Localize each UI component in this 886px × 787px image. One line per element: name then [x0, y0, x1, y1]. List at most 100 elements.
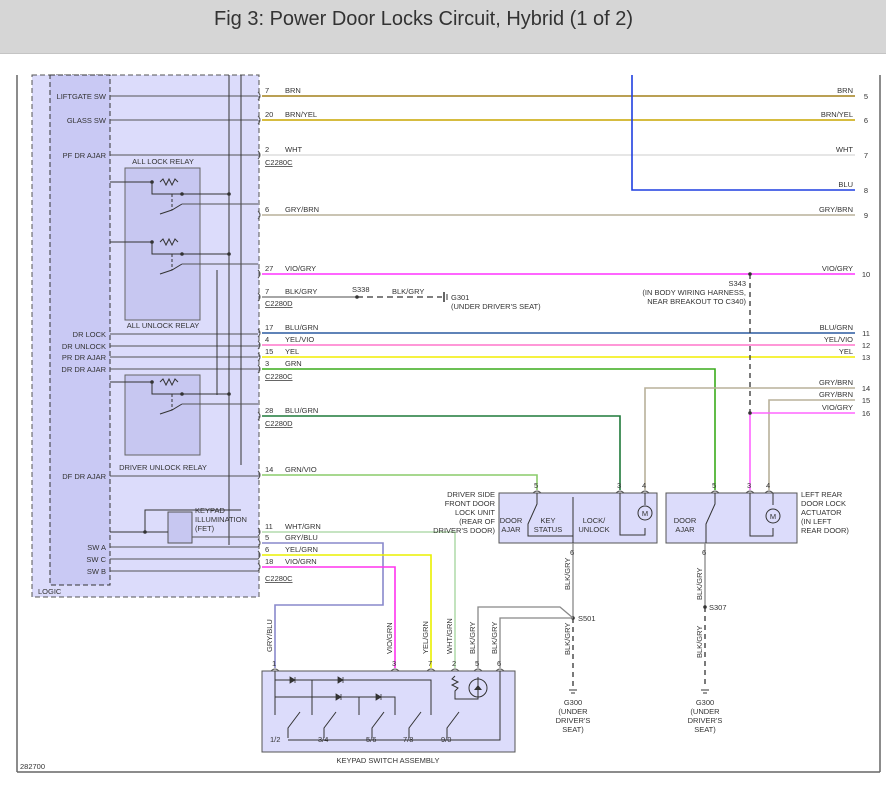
connector-terminal-icon [257, 364, 261, 374]
splice-dot [150, 240, 154, 244]
motor-label: M [770, 512, 776, 521]
wire-endpoint-number: 5 [864, 92, 868, 101]
splice-dot [227, 252, 231, 256]
all-lock-relay-switch-icon [159, 203, 183, 215]
module-input-label: SW A [87, 543, 106, 552]
pin-number: 1 [272, 659, 276, 668]
connector-label: C2280C [265, 372, 293, 381]
relay-label: DRIVER UNLOCK RELAY [119, 463, 207, 472]
logic-box [49, 74, 111, 586]
connector-terminal-icon [473, 668, 483, 672]
wire-grn-vio [262, 474, 538, 490]
pin-number: 27 [265, 264, 273, 273]
connector-label: C2280C [265, 574, 293, 583]
ground-g300-label: SEAT) [694, 725, 716, 734]
wire-gry-blu [262, 542, 384, 668]
all-lock-relay-box [124, 167, 201, 321]
figure-header: Fig 3: Power Door Locks Circuit, Hybrid … [0, 0, 886, 54]
figure-code-label: 282700 [20, 762, 45, 771]
wire-color-label: YEL/GRN [285, 545, 318, 554]
pin-number: 3 [747, 481, 751, 490]
splice-label: S501 [578, 614, 596, 623]
wire-blu [631, 75, 855, 191]
all-lock-relay-coil-icon [159, 177, 179, 187]
front-door-unit-label: (REAR OF [459, 517, 495, 526]
figure-title: Fig 3: Power Door Locks Circuit, Hybrid … [214, 8, 634, 30]
module-input-label: GLASS SW [67, 116, 107, 125]
connector-terminal-icon [745, 490, 755, 494]
pin-number: 5 [475, 659, 479, 668]
all-unlock-relay-coil-icon [159, 237, 179, 247]
wire-endpoint-number: 10 [862, 270, 870, 279]
keypad-name-label: KEYPAD SWITCH ASSEMBLY [336, 756, 439, 765]
connector-terminal-icon [257, 538, 261, 548]
wire-color-label: BRN [837, 86, 853, 95]
wire-color-label: YEL [839, 347, 853, 356]
diode-icon [375, 693, 382, 701]
wire-vio-grn [262, 566, 396, 668]
wire-blk-gry [477, 606, 574, 668]
ground-g300-label: (UNDER [558, 707, 588, 716]
wire-color-label: GRY/BLU [265, 619, 274, 652]
splice-dot [180, 192, 184, 196]
module-input-label: SW B [87, 567, 106, 576]
logic-label: LOGIC [38, 587, 62, 596]
driver-unlock-relay-switch-icon [159, 403, 183, 415]
wire-color-label: BLK/GRY [490, 622, 499, 654]
pin-number: 5 [534, 481, 538, 490]
keypad-button-switch-icon [287, 711, 301, 738]
ground-g300-label: G300 [564, 698, 582, 707]
pin-number: 14 [265, 465, 273, 474]
wire-color-label: BRN/YEL [285, 110, 317, 119]
wire-endpoint-number: 8 [864, 186, 868, 195]
module-input-label: DF DR AJAR [62, 472, 106, 481]
ground-g300-label: (UNDER [690, 707, 720, 716]
module-input-label: DR UNLOCK [62, 342, 106, 351]
rear-door-lock-actuator-box [665, 492, 798, 544]
connector-terminal-icon [764, 490, 774, 494]
pin-number: 2 [452, 659, 456, 668]
lock-unlock-label: LOCK/ [583, 516, 606, 525]
fet-label: (FET) [195, 524, 215, 533]
splice-dot [150, 380, 154, 384]
splice-label: S338 [352, 285, 370, 294]
pin-number: 3 [392, 659, 396, 668]
diode-icon [289, 676, 296, 684]
wire-endpoint-number: 6 [864, 116, 868, 125]
pin-number: 7 [265, 287, 269, 296]
splice-location-label: NEAR BREAKOUT TO C340) [647, 297, 746, 306]
wire-wht-grn [262, 531, 456, 668]
rear-door-unit-label: LEFT REAR [801, 490, 843, 499]
ground-label: G301 [451, 293, 469, 302]
wire-color-label: BLK/GRY [285, 287, 317, 296]
wire-color-label: VIO/GRN [285, 557, 317, 566]
connector-terminal-icon [257, 91, 261, 101]
connector-terminal-icon [257, 150, 261, 160]
wire-color-label: BLU/GRN [285, 406, 318, 415]
connector-terminal-icon [532, 490, 542, 494]
motor-line [749, 493, 774, 537]
keypad-fet-box [167, 511, 193, 544]
pin-number: 17 [265, 323, 273, 332]
motor-line [619, 493, 646, 536]
relay-label: ALL LOCK RELAY [132, 157, 194, 166]
wire-color-label: YEL/VIO [824, 335, 853, 344]
pin-number: 18 [265, 557, 273, 566]
module-input-label: DR LOCK [73, 330, 106, 339]
front-door-unit-label: FRONT DOOR [445, 499, 496, 508]
pin-number: 6 [265, 545, 269, 554]
wire-color-label: VIO/GRN [385, 622, 394, 654]
wire-color-label: BLK/GRY [563, 558, 572, 590]
rear-door-unit-label: (IN LEFT [801, 517, 832, 526]
pin-number: 28 [265, 406, 273, 415]
front-door-unit-label: LOCK UNIT [455, 508, 495, 517]
connector-terminal-icon [257, 115, 261, 125]
pin-number: 6 [702, 548, 706, 557]
keypad-button-switch-icon [371, 711, 385, 738]
pin-number: 2 [265, 145, 269, 154]
wire-endpoint-number: 13 [862, 353, 870, 362]
driver-unlock-relay-coil-line [110, 381, 182, 395]
wire-endpoint-number: 7 [864, 151, 868, 160]
connector-terminal-icon [390, 668, 400, 672]
lock-unlock-label: UNLOCK [578, 525, 609, 534]
